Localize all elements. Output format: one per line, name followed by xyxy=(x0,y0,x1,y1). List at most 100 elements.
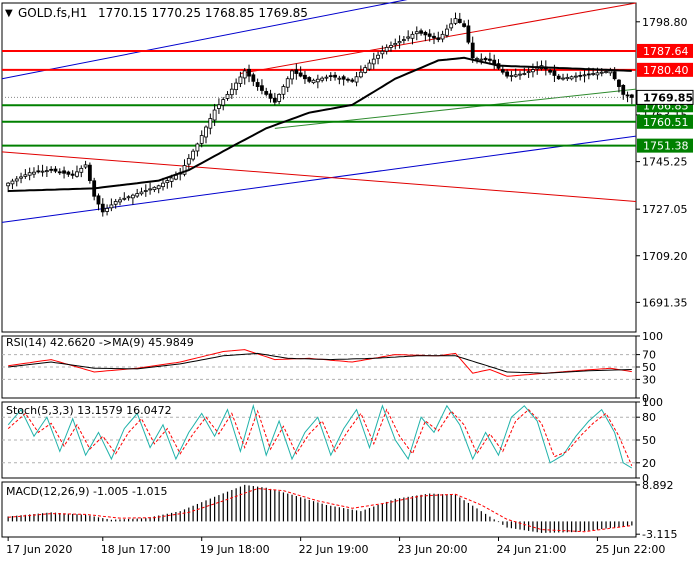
candle xyxy=(294,63,299,80)
candle xyxy=(414,26,419,41)
level-price-tag-1751.38 xyxy=(637,138,693,153)
candle-body xyxy=(367,62,372,70)
candle xyxy=(143,184,148,197)
candle xyxy=(225,91,230,101)
candle-body xyxy=(427,33,432,37)
level-price-label: 1787.64 xyxy=(643,45,689,58)
candle-body xyxy=(526,71,531,73)
candle-body xyxy=(268,93,273,99)
candle xyxy=(156,184,161,194)
price-tick-label: 1798.80 xyxy=(642,16,688,29)
candle-body xyxy=(294,69,299,74)
rsi-title: RSI(14) 42.6620 ->MA(9) 45.9849 xyxy=(6,336,194,349)
candle-body xyxy=(195,143,200,152)
candle xyxy=(75,165,79,178)
candle xyxy=(380,45,385,59)
collapse-arrow-icon[interactable]: ▼ xyxy=(5,8,13,19)
candle-body xyxy=(242,70,247,79)
candle xyxy=(148,182,152,195)
candle xyxy=(513,68,518,78)
stoch-title: Stoch(5,3,3) 13.1579 16.0472 xyxy=(6,404,172,417)
candle xyxy=(57,168,62,175)
candle xyxy=(397,35,402,49)
candle xyxy=(582,70,587,83)
candle xyxy=(505,69,510,79)
rsi-tick-label: 0 xyxy=(642,392,649,405)
candle-body xyxy=(311,79,316,84)
candle-body xyxy=(204,126,208,138)
candle xyxy=(629,93,634,105)
candle-body xyxy=(612,71,617,80)
candle-body xyxy=(19,176,23,179)
candle-body xyxy=(96,195,101,205)
candle-body xyxy=(414,31,419,35)
price-tick-label: 1745.25 xyxy=(642,156,688,169)
candle xyxy=(268,89,273,103)
candle xyxy=(10,178,15,190)
candle-body xyxy=(582,74,587,77)
candle-body xyxy=(324,76,329,79)
candle-body xyxy=(315,78,320,83)
candle xyxy=(87,162,92,184)
candle xyxy=(509,70,514,82)
candle xyxy=(277,93,282,105)
candle-body xyxy=(156,185,161,190)
candle xyxy=(32,167,36,178)
candle-body xyxy=(251,74,256,82)
time-tick-label: 19 Jun 18:00 xyxy=(200,543,270,556)
candle xyxy=(427,29,432,42)
candle-body xyxy=(229,88,234,96)
trend-line-blue[interactable] xyxy=(1,135,637,223)
candle-body xyxy=(57,171,62,174)
candle xyxy=(578,71,583,81)
candle xyxy=(105,204,109,216)
candle-body xyxy=(371,58,376,65)
stoch-tick-label: 20 xyxy=(642,457,656,470)
trend-line-blue[interactable] xyxy=(1,0,430,80)
candle-body xyxy=(225,93,230,99)
candle-body xyxy=(440,33,445,40)
candle-body xyxy=(531,69,535,73)
candle-body xyxy=(393,43,398,46)
candle xyxy=(371,52,376,70)
candle xyxy=(290,69,294,85)
candle xyxy=(625,91,630,103)
candle-body xyxy=(470,42,475,59)
candle xyxy=(221,97,226,111)
candle xyxy=(122,192,127,201)
candle xyxy=(212,103,217,126)
candle xyxy=(238,71,243,88)
candle-body xyxy=(307,77,312,82)
candle xyxy=(363,64,368,74)
candle xyxy=(328,72,333,82)
candle xyxy=(83,160,88,170)
candle-body xyxy=(40,170,45,173)
candle xyxy=(234,78,239,95)
candle xyxy=(40,164,45,177)
moving-average-line xyxy=(8,56,632,192)
candle-body xyxy=(376,54,380,59)
candle xyxy=(118,196,122,206)
level-price-label: 1751.38 xyxy=(643,140,689,153)
candle-body xyxy=(384,46,389,52)
candle-body xyxy=(83,164,88,168)
level-price-tag-1787.64 xyxy=(637,43,693,58)
candle-body xyxy=(591,73,596,75)
candle xyxy=(139,187,144,196)
candle-body xyxy=(208,118,213,129)
candle-body xyxy=(423,31,428,36)
candle-body xyxy=(36,170,41,173)
candle xyxy=(36,165,41,174)
trend-line-red[interactable] xyxy=(1,151,637,202)
candle-body xyxy=(126,196,131,199)
candle-body xyxy=(79,167,84,173)
candle xyxy=(208,113,213,135)
candle-body xyxy=(100,203,105,213)
rsi-tick-label: 30 xyxy=(642,373,656,386)
level-price-tag-1760.51 xyxy=(637,114,693,129)
candle-body xyxy=(143,190,148,192)
price-tick-label: 1727.05 xyxy=(642,203,688,216)
